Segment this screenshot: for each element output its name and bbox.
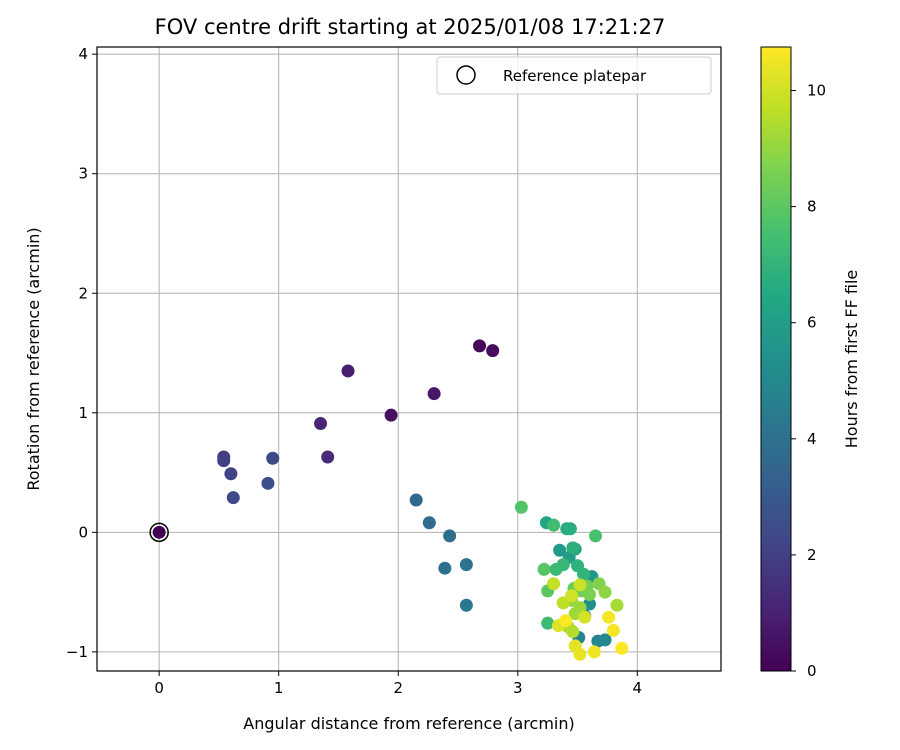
data-point — [422, 516, 436, 530]
data-point — [314, 417, 328, 431]
data-point — [610, 598, 624, 612]
data-point — [459, 598, 473, 612]
x-ticks: 0 1 2 3 4 — [154, 671, 642, 697]
data-point — [443, 529, 457, 543]
grid-lines — [97, 47, 721, 671]
data-point — [384, 408, 398, 422]
reference-marker — [149, 522, 169, 543]
x-tick-label: 2 — [393, 679, 403, 697]
data-point — [573, 578, 587, 592]
plot-points — [149, 339, 629, 661]
legend: Reference platepar — [436, 56, 712, 95]
data-point — [606, 623, 620, 637]
data-point — [598, 585, 612, 599]
data-point — [541, 616, 555, 630]
data-point — [615, 641, 629, 655]
data-point — [563, 522, 577, 536]
data-point — [266, 451, 280, 465]
data-point — [566, 625, 580, 639]
x-tick-label: 3 — [513, 679, 523, 697]
colorbar: 0 2 4 6 8 10 Hours from first FF file — [760, 46, 861, 680]
data-point — [224, 467, 238, 481]
data-point — [547, 518, 561, 532]
data-point — [341, 364, 355, 378]
data-point — [602, 610, 616, 624]
colorbar-tick-label: 6 — [807, 314, 817, 332]
data-point — [473, 339, 487, 353]
colorbar-gradient — [760, 46, 792, 672]
legend-box — [436, 56, 712, 95]
colorbar-label: Hours from first FF file — [842, 270, 861, 449]
data-point — [583, 587, 597, 601]
data-point — [578, 610, 592, 624]
x-tick-label: 0 — [154, 679, 164, 697]
colorbar-tick-label: 2 — [807, 546, 817, 564]
y-tick-label: 2 — [78, 284, 88, 302]
data-point — [514, 500, 528, 514]
legend-label: Reference platepar — [503, 67, 647, 85]
data-point — [217, 454, 231, 468]
data-point — [486, 344, 500, 358]
legend-marker — [456, 65, 476, 85]
data-point — [573, 647, 587, 661]
colorbar-ticks: 0 2 4 6 8 10 — [791, 82, 826, 680]
data-point — [152, 525, 166, 539]
data-point — [588, 529, 602, 543]
data-point — [438, 561, 452, 575]
data-point — [321, 450, 335, 464]
data-point — [566, 541, 580, 555]
x-axis-label: Angular distance from reference (arcmin) — [243, 714, 574, 733]
colorbar-tick-label: 4 — [807, 430, 817, 448]
data-point — [409, 493, 423, 507]
data-point — [565, 589, 579, 603]
data-point — [587, 645, 601, 659]
colorbar-tick-label: 8 — [807, 198, 817, 216]
data-point — [537, 562, 551, 576]
data-point — [226, 491, 240, 505]
y-ticks: −1 0 1 2 3 4 — [66, 45, 97, 661]
data-point — [553, 543, 567, 557]
x-tick-label: 4 — [633, 679, 643, 697]
colorbar-tick-label: 0 — [807, 662, 817, 680]
data-point — [459, 558, 473, 572]
y-tick-label: −1 — [66, 643, 88, 661]
data-point — [547, 577, 561, 591]
data-point — [549, 562, 563, 576]
x-tick-label: 1 — [274, 679, 284, 697]
chart-title: FOV centre drift starting at 2025/01/08 … — [155, 15, 666, 39]
data-point — [261, 476, 275, 490]
y-tick-label: 0 — [78, 523, 88, 541]
y-tick-label: 4 — [78, 45, 88, 63]
data-point — [559, 614, 573, 628]
data-point — [427, 387, 441, 401]
colorbar-tick-label: 10 — [807, 82, 826, 100]
data-point — [577, 567, 591, 581]
plot-frame — [96, 46, 722, 672]
y-tick-label: 1 — [78, 404, 88, 422]
y-tick-label: 3 — [78, 165, 88, 183]
y-axis-label: Rotation from reference (arcmin) — [24, 227, 43, 490]
data-point — [598, 633, 612, 647]
